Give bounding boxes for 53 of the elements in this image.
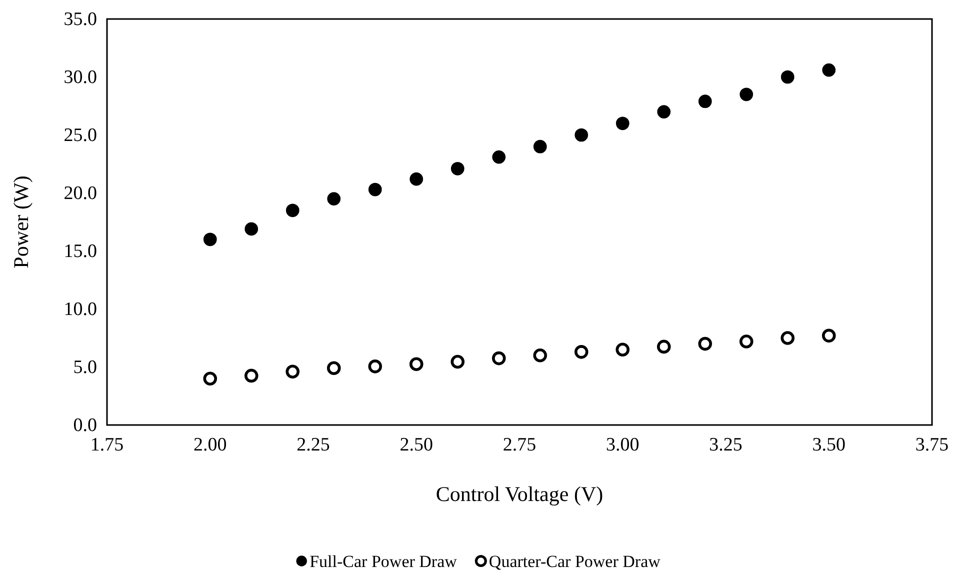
point bbox=[656, 340, 671, 354]
point bbox=[616, 116, 630, 130]
x-tick-label: 2.50 bbox=[400, 434, 433, 456]
point bbox=[698, 94, 712, 108]
x-tick-label: 2.25 bbox=[296, 434, 330, 456]
point bbox=[492, 150, 506, 164]
x-tick-label: 2.75 bbox=[502, 434, 536, 456]
point bbox=[822, 63, 836, 77]
point bbox=[533, 348, 548, 362]
point bbox=[450, 354, 465, 369]
x-tick-label: 3.25 bbox=[709, 434, 742, 456]
point bbox=[574, 345, 588, 359]
point bbox=[780, 70, 794, 84]
point bbox=[533, 140, 547, 154]
legend-label: Quarter-Car Power Draw bbox=[488, 552, 662, 571]
y-axis-title: Power (W) bbox=[9, 176, 33, 268]
point bbox=[574, 128, 588, 142]
point bbox=[410, 172, 424, 186]
point bbox=[657, 105, 671, 118]
y-tick-label: 0.0 bbox=[73, 415, 97, 436]
point bbox=[244, 222, 258, 236]
y-tick-label: 30.0 bbox=[64, 67, 97, 88]
y-tick-label: 20.0 bbox=[64, 183, 97, 204]
point bbox=[492, 351, 506, 366]
point bbox=[698, 336, 712, 351]
point bbox=[368, 360, 382, 374]
legend-label: Full-Car Power Draw bbox=[310, 552, 458, 571]
point bbox=[327, 192, 341, 206]
point bbox=[822, 328, 836, 343]
x-axis-title: Control Voltage (V) bbox=[436, 482, 604, 506]
y-tick-label: 25.0 bbox=[64, 125, 97, 146]
x-tick-label: 3.50 bbox=[812, 434, 846, 456]
x-tick-label: 3.00 bbox=[606, 434, 640, 456]
point bbox=[450, 162, 464, 176]
point bbox=[368, 182, 382, 196]
y-tick-label: 10.0 bbox=[64, 299, 97, 320]
point bbox=[286, 204, 300, 218]
point bbox=[616, 342, 630, 356]
y-tick-label: 15.0 bbox=[64, 241, 97, 262]
x-tick-label: 1.75 bbox=[90, 434, 124, 456]
point bbox=[780, 331, 795, 345]
point bbox=[203, 372, 218, 386]
x-tick-label: 3.75 bbox=[915, 434, 949, 456]
point bbox=[203, 232, 217, 246]
point bbox=[244, 368, 258, 383]
point bbox=[409, 357, 424, 371]
point bbox=[326, 361, 341, 376]
x-tick-label: 2.00 bbox=[194, 434, 227, 456]
point bbox=[286, 364, 300, 379]
point bbox=[740, 88, 754, 102]
y-tick-label: 35.0 bbox=[64, 9, 97, 30]
y-tick-label: 5.0 bbox=[73, 357, 97, 378]
point bbox=[739, 334, 754, 348]
